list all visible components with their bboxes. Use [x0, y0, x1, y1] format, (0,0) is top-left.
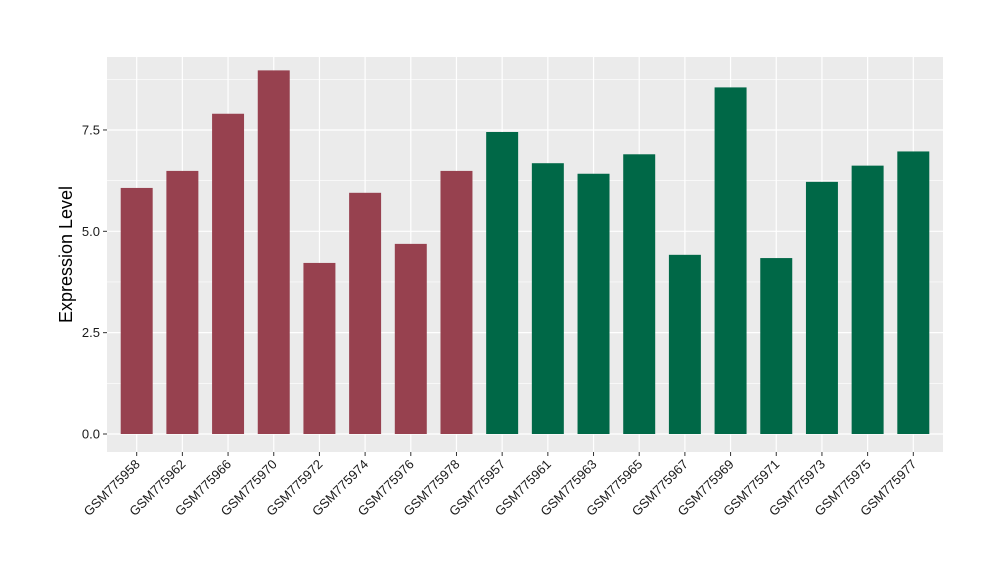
- bar-gsm775971: [760, 258, 793, 434]
- bar-gsm775973: [805, 181, 838, 434]
- bar-gsm775976: [394, 243, 427, 434]
- bar-gsm775969: [714, 87, 747, 434]
- y-tick-label: 2.5: [82, 325, 100, 340]
- y-tick-label: 0.0: [82, 427, 100, 442]
- bars: [120, 70, 930, 435]
- bar-gsm775962: [166, 170, 199, 434]
- bar-gsm775974: [349, 192, 382, 434]
- y-tick-label: 7.5: [82, 122, 100, 137]
- bar-gsm775972: [303, 262, 336, 434]
- bar-gsm775975: [851, 165, 884, 434]
- y-tick-label: 5.0: [82, 224, 100, 239]
- bar-gsm775977: [897, 151, 930, 434]
- bar-gsm775957: [486, 131, 519, 434]
- bar-gsm775965: [623, 154, 656, 434]
- bar-gsm775963: [577, 173, 610, 434]
- y-axis-title: Expression Level: [56, 186, 76, 323]
- bar-gsm775961: [531, 163, 564, 434]
- bar-gsm775978: [440, 170, 473, 434]
- minor-gridlines: [107, 78, 943, 384]
- bar-gsm775970: [257, 70, 290, 435]
- y-axis: 0.0 2.5 5.0 7.5: [82, 122, 107, 442]
- bar-gsm775966: [212, 113, 245, 434]
- bar-gsm775958: [120, 187, 153, 434]
- plot-panel: [107, 57, 943, 452]
- bar-gsm775967: [668, 254, 701, 434]
- x-axis: GSM775958GSM775962GSM775966GSM775970GSM7…: [81, 452, 919, 519]
